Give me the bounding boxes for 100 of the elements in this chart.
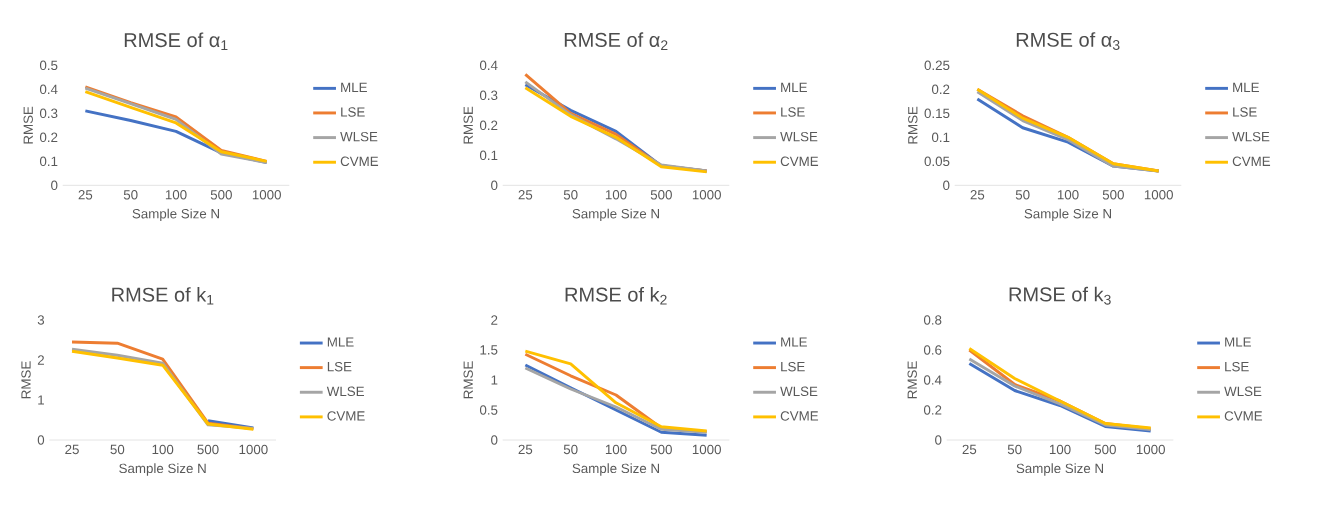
x-tick-label: 25 — [65, 444, 79, 455]
y-tick-label: 1.5 — [480, 345, 498, 355]
y-tick-label: 0.1 — [931, 132, 950, 143]
y-tick-label: 0.2 — [39, 132, 58, 143]
y-tick-label: 0.1 — [479, 150, 498, 161]
x-tick-label: 100 — [605, 444, 627, 455]
y-tick-label: 0.2 — [923, 405, 942, 415]
y-tick-label: 0.25 — [924, 60, 950, 71]
y-tick-label: 0 — [51, 180, 58, 191]
y-tick-label: 0 — [491, 180, 498, 191]
legend-label: MLE — [341, 82, 367, 92]
legend-label: LSE — [1233, 107, 1257, 117]
x-tick-label: 25 — [518, 190, 533, 200]
x-axis-title: Sample Size N — [572, 463, 659, 476]
y-tick-label: 0 — [935, 435, 942, 445]
legend-label: WLSE — [1232, 131, 1270, 142]
x-tick-label: 500 — [650, 190, 672, 200]
x-tick-label: 100 — [165, 190, 187, 200]
y-tick-label: 0.4 — [39, 84, 58, 95]
x-tick-label: 500 — [650, 444, 672, 455]
y-tick-label: 1 — [38, 395, 44, 405]
x-tick-label: 50 — [1015, 190, 1030, 200]
y-tick-label: 0.4 — [479, 60, 498, 71]
chart-title: RMSE of k$_{1}$ — [112, 287, 214, 305]
y-tick-label: 1 — [491, 375, 498, 385]
legend-label: CVME — [327, 411, 365, 421]
x-tick-label: 1000 — [252, 190, 281, 200]
x-tick-label: 1000 — [1144, 190, 1173, 200]
y-tick-label: 0 — [37, 435, 45, 445]
legend-label: CVME — [780, 411, 819, 421]
x-tick-label: 25 — [78, 190, 93, 200]
x-tick-label: 50 — [1007, 444, 1022, 455]
legend-label: MLE — [781, 82, 807, 92]
y-axis-title: RMSE — [463, 361, 473, 399]
chart-title: RMSE of k$_{2}$ — [565, 286, 667, 305]
y-axis-title: RMSE — [908, 106, 918, 144]
y-tick-label: 0.3 — [479, 90, 498, 101]
legend-label: LSE — [341, 107, 365, 117]
y-tick-label: 0.3 — [39, 108, 58, 119]
legend-label: LSE — [781, 361, 805, 372]
chart-title: RMSE of k$_{3}$ — [1009, 286, 1111, 305]
legend-label: LSE — [1225, 361, 1249, 372]
x-tick-label: 1000 — [692, 190, 721, 200]
y-tick-label: 0.15 — [924, 108, 950, 119]
x-tick-label: 50 — [563, 444, 578, 455]
y-tick-label: 0 — [491, 435, 498, 445]
y-axis-title: RMSE — [907, 361, 917, 399]
legend-label: CVME — [780, 156, 819, 167]
x-tick-label: 1000 — [1136, 444, 1165, 455]
legend-label: LSE — [327, 361, 352, 372]
y-tick-label: 0.5 — [479, 405, 498, 415]
legend-label: MLE — [1225, 337, 1251, 347]
y-tick-label: 0.1 — [39, 156, 58, 167]
legend-label: MLE — [327, 337, 354, 347]
legend-label: WLSE — [780, 386, 818, 397]
x-tick-label: 100 — [605, 190, 627, 200]
chart-title: RMSE of α$_{3}$ — [1016, 32, 1120, 50]
x-tick-label: 500 — [210, 190, 232, 200]
x-axis-title: Sample Size N — [572, 208, 659, 222]
x-tick-label: 500 — [197, 444, 219, 455]
legend-label: WLSE — [326, 386, 364, 397]
x-tick-label: 500 — [1094, 444, 1116, 455]
legend-label: CVME — [1224, 411, 1263, 421]
legend-label: MLE — [1233, 82, 1259, 92]
y-tick-label: 0.5 — [39, 60, 58, 71]
y-tick-label: 0 — [943, 180, 950, 191]
x-tick-label: 100 — [1057, 190, 1079, 200]
legend-label: WLSE — [780, 131, 818, 142]
y-tick-label: 0.2 — [479, 120, 498, 131]
y-axis-title: RMSE — [21, 361, 31, 399]
y-axis-title: RMSE — [463, 106, 473, 144]
legend-label: MLE — [781, 337, 807, 347]
x-tick-label: 25 — [518, 444, 533, 455]
x-tick-label: 50 — [563, 190, 578, 200]
x-tick-label: 500 — [1102, 190, 1124, 200]
y-tick-label: 0.4 — [923, 375, 942, 385]
x-axis-title: Sample Size N — [1024, 208, 1111, 222]
x-tick-label: 100 — [1049, 444, 1071, 455]
chart-title: RMSE of α$_{2}$ — [564, 32, 668, 50]
x-axis-title: Sample Size N — [1016, 463, 1103, 476]
y-tick-label: 0.8 — [923, 315, 942, 325]
y-tick-label: 0.6 — [923, 345, 942, 355]
x-axis-title: Sample Size N — [119, 463, 206, 476]
x-tick-label: 1000 — [239, 444, 268, 455]
y-tick-label: 2 — [37, 355, 44, 365]
x-tick-label: 50 — [123, 190, 138, 200]
x-tick-label: 25 — [970, 190, 985, 200]
x-tick-label: 1000 — [692, 444, 721, 455]
x-tick-label: 50 — [110, 444, 125, 455]
chart-title: RMSE of α$_{1}$ — [124, 32, 228, 50]
legend-label: CVME — [1232, 156, 1271, 167]
y-axis-title: RMSE — [23, 106, 33, 144]
x-tick-label: 100 — [152, 444, 174, 455]
legend-label: WLSE — [340, 131, 378, 142]
legend-label: LSE — [781, 107, 805, 117]
legend-label: WLSE — [1224, 386, 1262, 397]
y-tick-label: 2 — [491, 315, 498, 325]
y-tick-label: 0.2 — [931, 84, 950, 95]
legend-label: CVME — [340, 156, 379, 167]
x-tick-label: 25 — [962, 444, 977, 455]
